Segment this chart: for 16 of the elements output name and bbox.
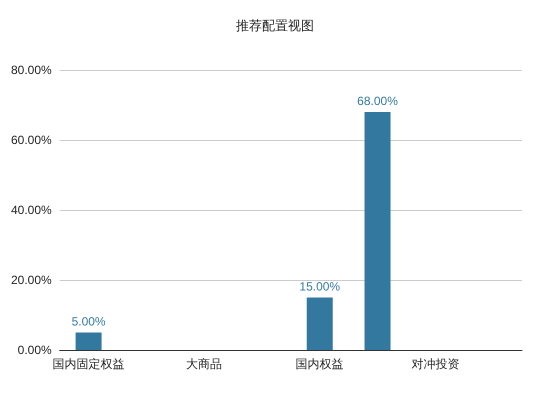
- x-tick-label: 对冲投资: [411, 357, 460, 371]
- y-tick-label: 80.00%: [10, 63, 52, 77]
- y-tick-label: 40.00%: [10, 203, 52, 217]
- bar: [76, 332, 102, 350]
- data-label: 5.00%: [72, 314, 106, 328]
- data-label: 68.00%: [357, 94, 398, 108]
- chart-title: 推荐配置视图: [236, 18, 314, 33]
- x-tick-label: 国内权益: [296, 357, 344, 371]
- x-tick-label: 大商品: [186, 357, 222, 371]
- bar: [364, 112, 391, 350]
- bar: [306, 298, 333, 350]
- data-label: 15.00%: [299, 280, 340, 294]
- y-tick-label: 0.00%: [18, 343, 52, 357]
- y-tick-label: 20.00%: [10, 273, 52, 287]
- x-tick-label: 国内固定权益: [52, 357, 125, 371]
- y-tick-label: 60.00%: [10, 133, 52, 147]
